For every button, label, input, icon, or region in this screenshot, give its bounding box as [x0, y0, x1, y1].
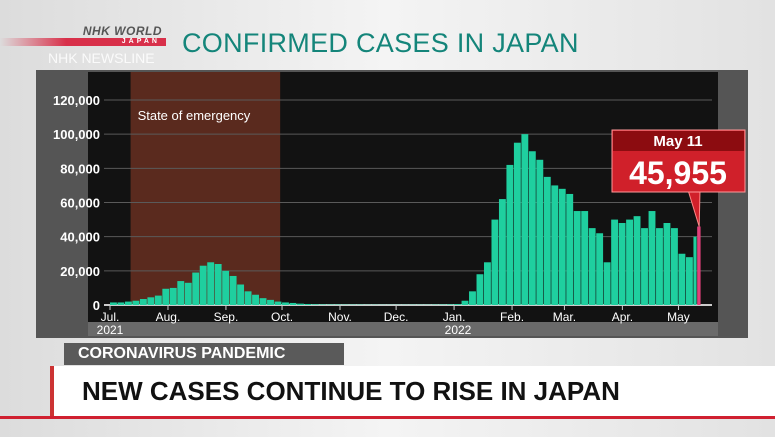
bar: [222, 270, 230, 305]
bar: [237, 284, 245, 305]
bar: [139, 299, 147, 305]
bar: [603, 262, 611, 305]
nhk-world-japan-logo: NHK WORLD JAPAN: [0, 24, 168, 46]
y-tick-label: 20,000: [60, 264, 100, 279]
chart-title: CONFIRMED CASES IN JAPAN: [182, 28, 579, 58]
bar: [656, 228, 663, 305]
x-tick-label: Jan.: [443, 310, 466, 324]
bar: [267, 299, 274, 305]
bar: [611, 219, 619, 305]
bar: [633, 216, 641, 305]
bar: [551, 185, 559, 305]
bar: [648, 211, 656, 305]
bar: [454, 304, 461, 305]
y-tick-label: 100,000: [53, 127, 100, 142]
bar: [110, 302, 117, 305]
x-tick-label: May: [667, 310, 690, 324]
bar: [671, 228, 678, 305]
x-tick-label: Apr.: [612, 310, 633, 324]
bar: [461, 300, 469, 305]
bar: [252, 294, 259, 305]
x-tick-label: Nov.: [328, 310, 352, 324]
bar: [282, 302, 289, 305]
bar: [663, 223, 671, 305]
year-label: 2022: [445, 323, 472, 337]
bar: [169, 287, 177, 305]
bar: [498, 199, 506, 305]
topic-tag: CORONAVIRUS PANDEMIC: [64, 343, 344, 365]
bar: [693, 236, 697, 305]
callout-header: [613, 131, 744, 151]
bar: [229, 275, 237, 305]
bar: [618, 223, 626, 305]
bar: [192, 272, 200, 305]
y-tick-label: 120,000: [53, 93, 100, 108]
bar: [536, 159, 544, 305]
bar: [199, 265, 207, 305]
callout-value: 45,955: [629, 155, 727, 191]
divider: [0, 416, 775, 419]
year-label: 2021: [97, 323, 124, 337]
x-tick-label: Jul.: [101, 310, 120, 324]
y-tick-label: 0: [93, 298, 100, 313]
bar: [304, 303, 312, 305]
x-tick-label: Oct.: [271, 310, 293, 324]
bar: [184, 282, 192, 305]
bar: [177, 281, 185, 305]
bar: [446, 304, 454, 305]
bar: [476, 274, 484, 305]
bar: [543, 176, 551, 305]
bar: [521, 134, 529, 305]
bar: [626, 219, 633, 305]
x-tick-label: Sep.: [214, 310, 239, 324]
bar: [207, 262, 215, 305]
bar: [513, 142, 521, 305]
y-tick-label: 80,000: [60, 161, 100, 176]
bar: [319, 304, 327, 305]
bar: [117, 302, 125, 305]
bar: [484, 262, 491, 305]
x-tick-label: Mar.: [553, 310, 576, 324]
bar: [588, 228, 596, 305]
bar: [214, 264, 222, 305]
bar: [573, 211, 581, 305]
bar: [469, 291, 476, 305]
bar: [124, 301, 132, 305]
bar: [581, 211, 589, 305]
bar: [132, 300, 140, 305]
bar: [154, 295, 162, 305]
bar: [491, 219, 499, 305]
x-tick-label: Dec.: [384, 310, 409, 324]
headline: NEW CASES CONTINUE TO RISE IN JAPAN: [50, 366, 775, 416]
y-tick-label: 60,000: [60, 196, 100, 211]
bar: [641, 228, 648, 305]
bar: [528, 151, 536, 305]
bar: [697, 226, 701, 305]
bar: [596, 233, 604, 305]
emergency-label: State of emergency: [138, 108, 251, 123]
bar: [685, 257, 693, 305]
bar: [506, 164, 514, 305]
x-tick-label: Feb.: [500, 310, 524, 324]
bar: [566, 193, 574, 305]
bar: [289, 302, 297, 305]
callout-date: May 11: [653, 133, 702, 150]
x-tick-label: Aug.: [156, 310, 181, 324]
bar: [678, 253, 686, 305]
bar: [297, 303, 304, 305]
bar: [274, 301, 282, 305]
bar: [259, 298, 267, 305]
bar: [244, 291, 252, 305]
bar: [162, 288, 170, 305]
bar: [311, 304, 319, 305]
y-tick-label: 40,000: [60, 230, 100, 245]
bar: [558, 188, 566, 305]
year-strip: [88, 322, 718, 336]
program-name: NHK NEWSLINE: [48, 50, 155, 66]
bar: [147, 297, 155, 305]
